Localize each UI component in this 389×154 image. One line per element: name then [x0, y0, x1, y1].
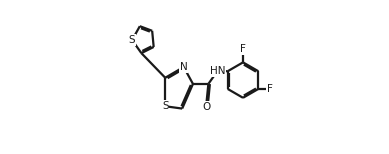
Text: S: S	[162, 101, 168, 111]
Text: HN: HN	[210, 66, 225, 76]
Text: N: N	[180, 62, 187, 72]
Text: F: F	[267, 84, 273, 94]
Text: F: F	[240, 44, 246, 54]
Text: S: S	[129, 35, 135, 45]
Text: O: O	[202, 102, 210, 112]
